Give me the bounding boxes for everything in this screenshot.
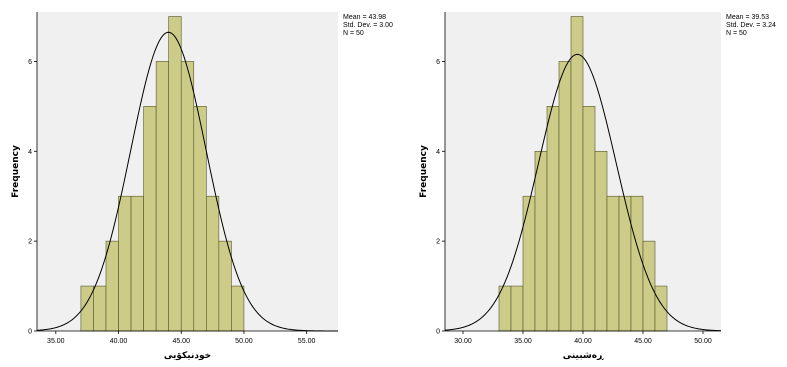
x-tick-label: 50.00 bbox=[235, 338, 253, 345]
y-tick-label: 0 bbox=[28, 329, 32, 336]
y-axis-title: Frequency bbox=[419, 145, 429, 198]
y-tick-label: 2 bbox=[436, 239, 440, 246]
histogram-bar bbox=[630, 195, 644, 332]
histogram-bar bbox=[654, 285, 668, 332]
x-tick-label: 40.00 bbox=[110, 338, 128, 345]
histogram-bar bbox=[155, 61, 169, 332]
histogram-bar bbox=[510, 285, 524, 332]
x-tick-label: 35.00 bbox=[514, 338, 532, 345]
x-tick-label: 55.00 bbox=[298, 338, 316, 345]
histogram-bar bbox=[642, 240, 656, 332]
histogram-bar bbox=[105, 240, 119, 332]
normal-curve bbox=[36, 31, 338, 332]
x-tick-label: 45.00 bbox=[172, 338, 190, 345]
stats-line: N = 50 bbox=[343, 30, 364, 37]
histogram-bar bbox=[522, 195, 536, 332]
stats-line: N = 50 bbox=[726, 30, 747, 37]
y-tick-label: 6 bbox=[436, 59, 440, 66]
histogram-bar bbox=[130, 195, 144, 332]
histogram-bar bbox=[118, 195, 132, 332]
histogram-bar bbox=[180, 61, 195, 332]
normal-curve bbox=[444, 53, 722, 332]
histogram-bar bbox=[218, 240, 232, 332]
x-tick-label: 40.00 bbox=[574, 338, 592, 345]
histogram-panel-left: 35.00 40.00 45.00 50.00 55.00 0 2 4 6 Frequency خو… bbox=[11, 12, 393, 361]
histogram-bar bbox=[558, 61, 572, 332]
histogram-bar bbox=[168, 16, 182, 332]
stats-line: Mean = 39.53 bbox=[726, 14, 769, 21]
y-tick-label: 2 bbox=[28, 239, 32, 246]
histogram-bar bbox=[546, 106, 560, 332]
y-tick-label: 4 bbox=[28, 149, 32, 156]
y-axis-title: Frequency bbox=[11, 145, 21, 198]
histogram-bar bbox=[498, 285, 512, 332]
histogram-bar bbox=[582, 106, 596, 332]
x-tick-label: 35.00 bbox=[47, 338, 65, 345]
histogram-bar bbox=[570, 16, 584, 332]
x-tick-label: 45.00 bbox=[634, 338, 652, 345]
x-tick-label: 30.00 bbox=[454, 338, 472, 345]
x-axis-title: ڕەشبینی bbox=[563, 351, 604, 361]
histogram-bar bbox=[231, 285, 245, 332]
stats-line: Mean = 43.98 bbox=[343, 14, 386, 21]
stats-line: Std. Dev. = 3.24 bbox=[726, 22, 776, 29]
y-tick-label: 6 bbox=[28, 59, 32, 66]
histogram-bar bbox=[594, 150, 608, 332]
histogram-bar bbox=[143, 106, 157, 332]
x-tick-label: 50.00 bbox=[694, 338, 712, 345]
histogram-bar bbox=[206, 195, 220, 332]
histogram-bar bbox=[606, 195, 620, 332]
y-tick-label: 0 bbox=[436, 329, 440, 336]
y-tick-label: 4 bbox=[436, 149, 440, 156]
histogram-panel-right: 30.00 35.00 40.00 45.00 50.00 0 2 4 6 Frequency ڕە… bbox=[419, 12, 776, 361]
x-axis-title: خودنیکۆیی bbox=[164, 351, 211, 361]
histogram-bar bbox=[534, 150, 548, 332]
stats-line: Std. Dev. = 3.00 bbox=[343, 22, 393, 29]
histogram-bar bbox=[93, 285, 107, 332]
